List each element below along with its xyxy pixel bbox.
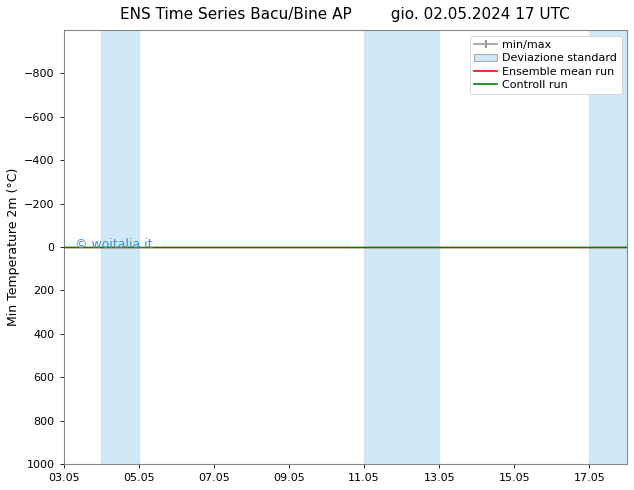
Bar [101,30,139,464]
Title: ENS Time Series Bacu/Bine AP        gio. 02.05.2024 17 UTC: ENS Time Series Bacu/Bine AP gio. 02.05.… [120,7,570,22]
Bar [590,30,634,464]
Y-axis label: Min Temperature 2m (°C): Min Temperature 2m (°C) [7,168,20,326]
Bar [364,30,439,464]
Text: © woitalia.it: © woitalia.it [75,238,153,251]
Legend: min/max, Deviazione standard, Ensemble mean run, Controll run: min/max, Deviazione standard, Ensemble m… [470,36,621,95]
